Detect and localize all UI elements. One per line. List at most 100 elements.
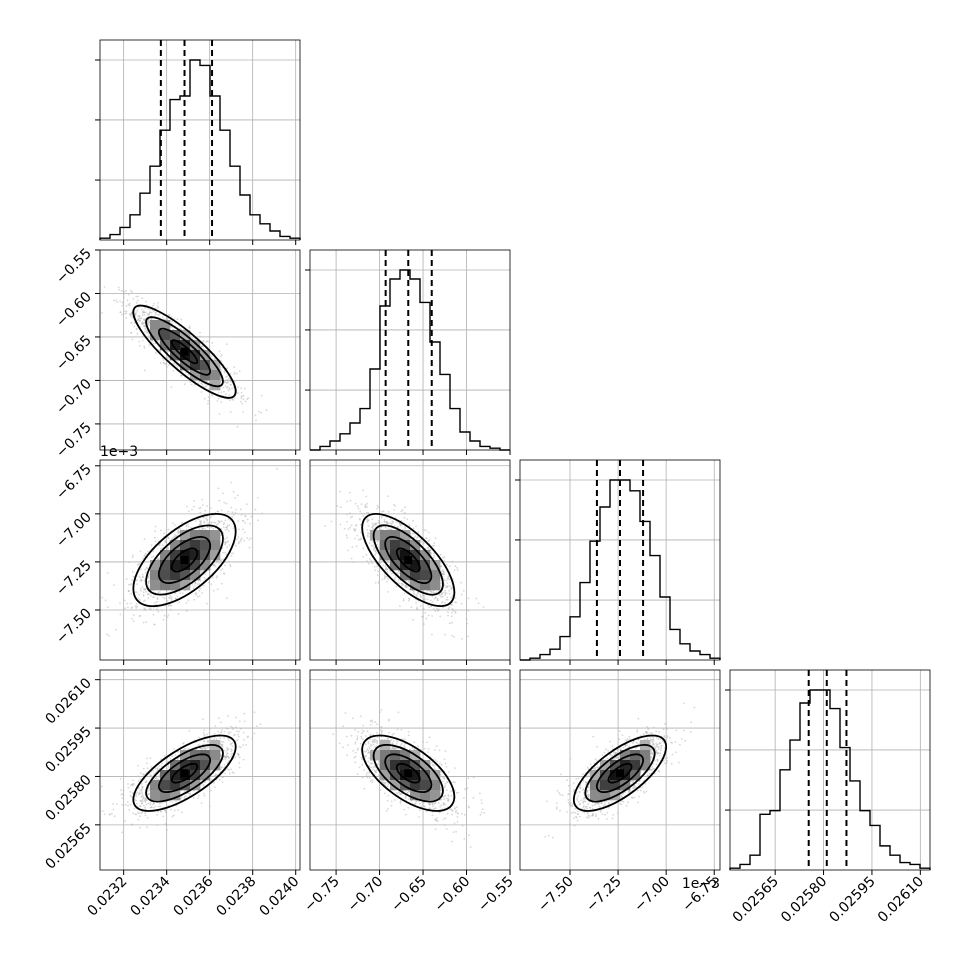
scatter-point: [156, 601, 158, 603]
scatter-point: [202, 504, 204, 506]
scatter-point: [437, 599, 439, 601]
scatter-point: [358, 539, 360, 541]
scatter-point: [425, 529, 427, 531]
scatter-point: [218, 392, 220, 394]
scatter-point: [181, 811, 183, 813]
scatter-point: [230, 565, 232, 567]
scatter-point: [359, 539, 361, 541]
scatter-point: [244, 532, 246, 534]
scatter-point: [205, 528, 207, 530]
scatter-point: [121, 314, 123, 316]
scatter-point: [164, 598, 166, 600]
scatter-point: [223, 391, 225, 393]
scatter-point: [444, 592, 446, 594]
scatter-point: [463, 590, 465, 592]
scatter-point: [193, 599, 195, 601]
scatter-point: [195, 593, 197, 595]
scatter-point: [157, 307, 159, 309]
y-tick-label-2: −7.50: [53, 606, 95, 648]
scatter-point: [249, 523, 251, 525]
scatter-point: [251, 516, 253, 518]
scatter-point: [223, 502, 225, 504]
scatter-point: [228, 530, 230, 532]
scatter-point: [143, 768, 145, 770]
scatter-point: [194, 585, 196, 587]
scatter-point: [133, 620, 135, 622]
scatter-point: [219, 351, 221, 353]
scatter-point: [377, 505, 379, 507]
scatter-point: [443, 556, 445, 558]
scatter-point: [144, 307, 146, 309]
scatter-point: [375, 552, 377, 554]
scatter-point: [225, 393, 227, 395]
scatter-point: [245, 515, 247, 517]
scatter-point: [230, 384, 232, 386]
scatter-point: [220, 369, 222, 371]
scatter-point: [393, 504, 395, 506]
scatter-point: [365, 496, 367, 498]
scatter-point: [219, 413, 221, 415]
scatter-point: [444, 634, 446, 636]
scatter-point: [131, 618, 133, 620]
scatter-point: [237, 495, 239, 497]
scatter-point: [133, 298, 135, 300]
scatter-point: [199, 590, 201, 592]
scatter-point: [212, 528, 214, 530]
scatter-point: [142, 574, 144, 576]
scatter-point: [453, 636, 455, 638]
scatter-point: [403, 598, 405, 600]
scatter-point: [368, 563, 370, 565]
scatter-point: [125, 290, 127, 292]
panel-frame: [100, 40, 300, 240]
scatter-point: [348, 528, 350, 530]
scatter-point: [168, 614, 170, 616]
scatter-point: [413, 527, 415, 529]
scatter-point: [143, 319, 145, 321]
scatter-point: [124, 607, 126, 609]
scatter-point: [408, 524, 410, 526]
scatter-point: [226, 546, 228, 548]
scatter-point: [404, 526, 406, 528]
scatter-point: [388, 511, 390, 513]
scatter-point: [246, 503, 248, 505]
scatter-point: [245, 401, 247, 403]
scatter-point: [200, 588, 202, 590]
scatter-point: [144, 600, 146, 602]
scatter-point: [178, 601, 180, 603]
scatter-point: [375, 550, 377, 552]
scatter-point: [372, 526, 374, 528]
scatter-point: [143, 595, 145, 597]
scatter-point: [442, 596, 444, 598]
scatter-point: [235, 545, 237, 547]
scatter-point: [137, 564, 139, 566]
scatter-point: [466, 623, 468, 625]
scatter-point: [466, 619, 468, 621]
scatter-point: [126, 305, 128, 307]
scatter-point: [107, 606, 109, 608]
scatter-point: [215, 566, 217, 568]
scatter-point: [416, 594, 418, 596]
scatter-point: [428, 615, 430, 617]
scatter-point: [143, 311, 145, 313]
scatter-point: [237, 536, 239, 538]
scatter-point: [235, 509, 237, 511]
scatter-point: [417, 537, 419, 539]
scatter-point: [131, 291, 133, 293]
scatter-point: [177, 318, 179, 320]
scatter-point: [115, 629, 117, 631]
scatter-point: [377, 543, 379, 545]
scatter-point: [131, 579, 133, 581]
scatter-point: [140, 590, 142, 592]
scatter-point: [147, 551, 149, 553]
scatter-point: [164, 615, 166, 617]
scatter-point: [451, 622, 453, 624]
scatter-point: [188, 327, 190, 329]
scatter-point: [428, 532, 430, 534]
scatter-point: [412, 619, 414, 621]
scatter-point: [391, 520, 393, 522]
scatter-point: [381, 579, 383, 581]
scatter-point: [207, 400, 209, 402]
scatter-point: [104, 286, 106, 288]
scatter-point: [152, 305, 154, 307]
scatter-point: [423, 623, 425, 625]
